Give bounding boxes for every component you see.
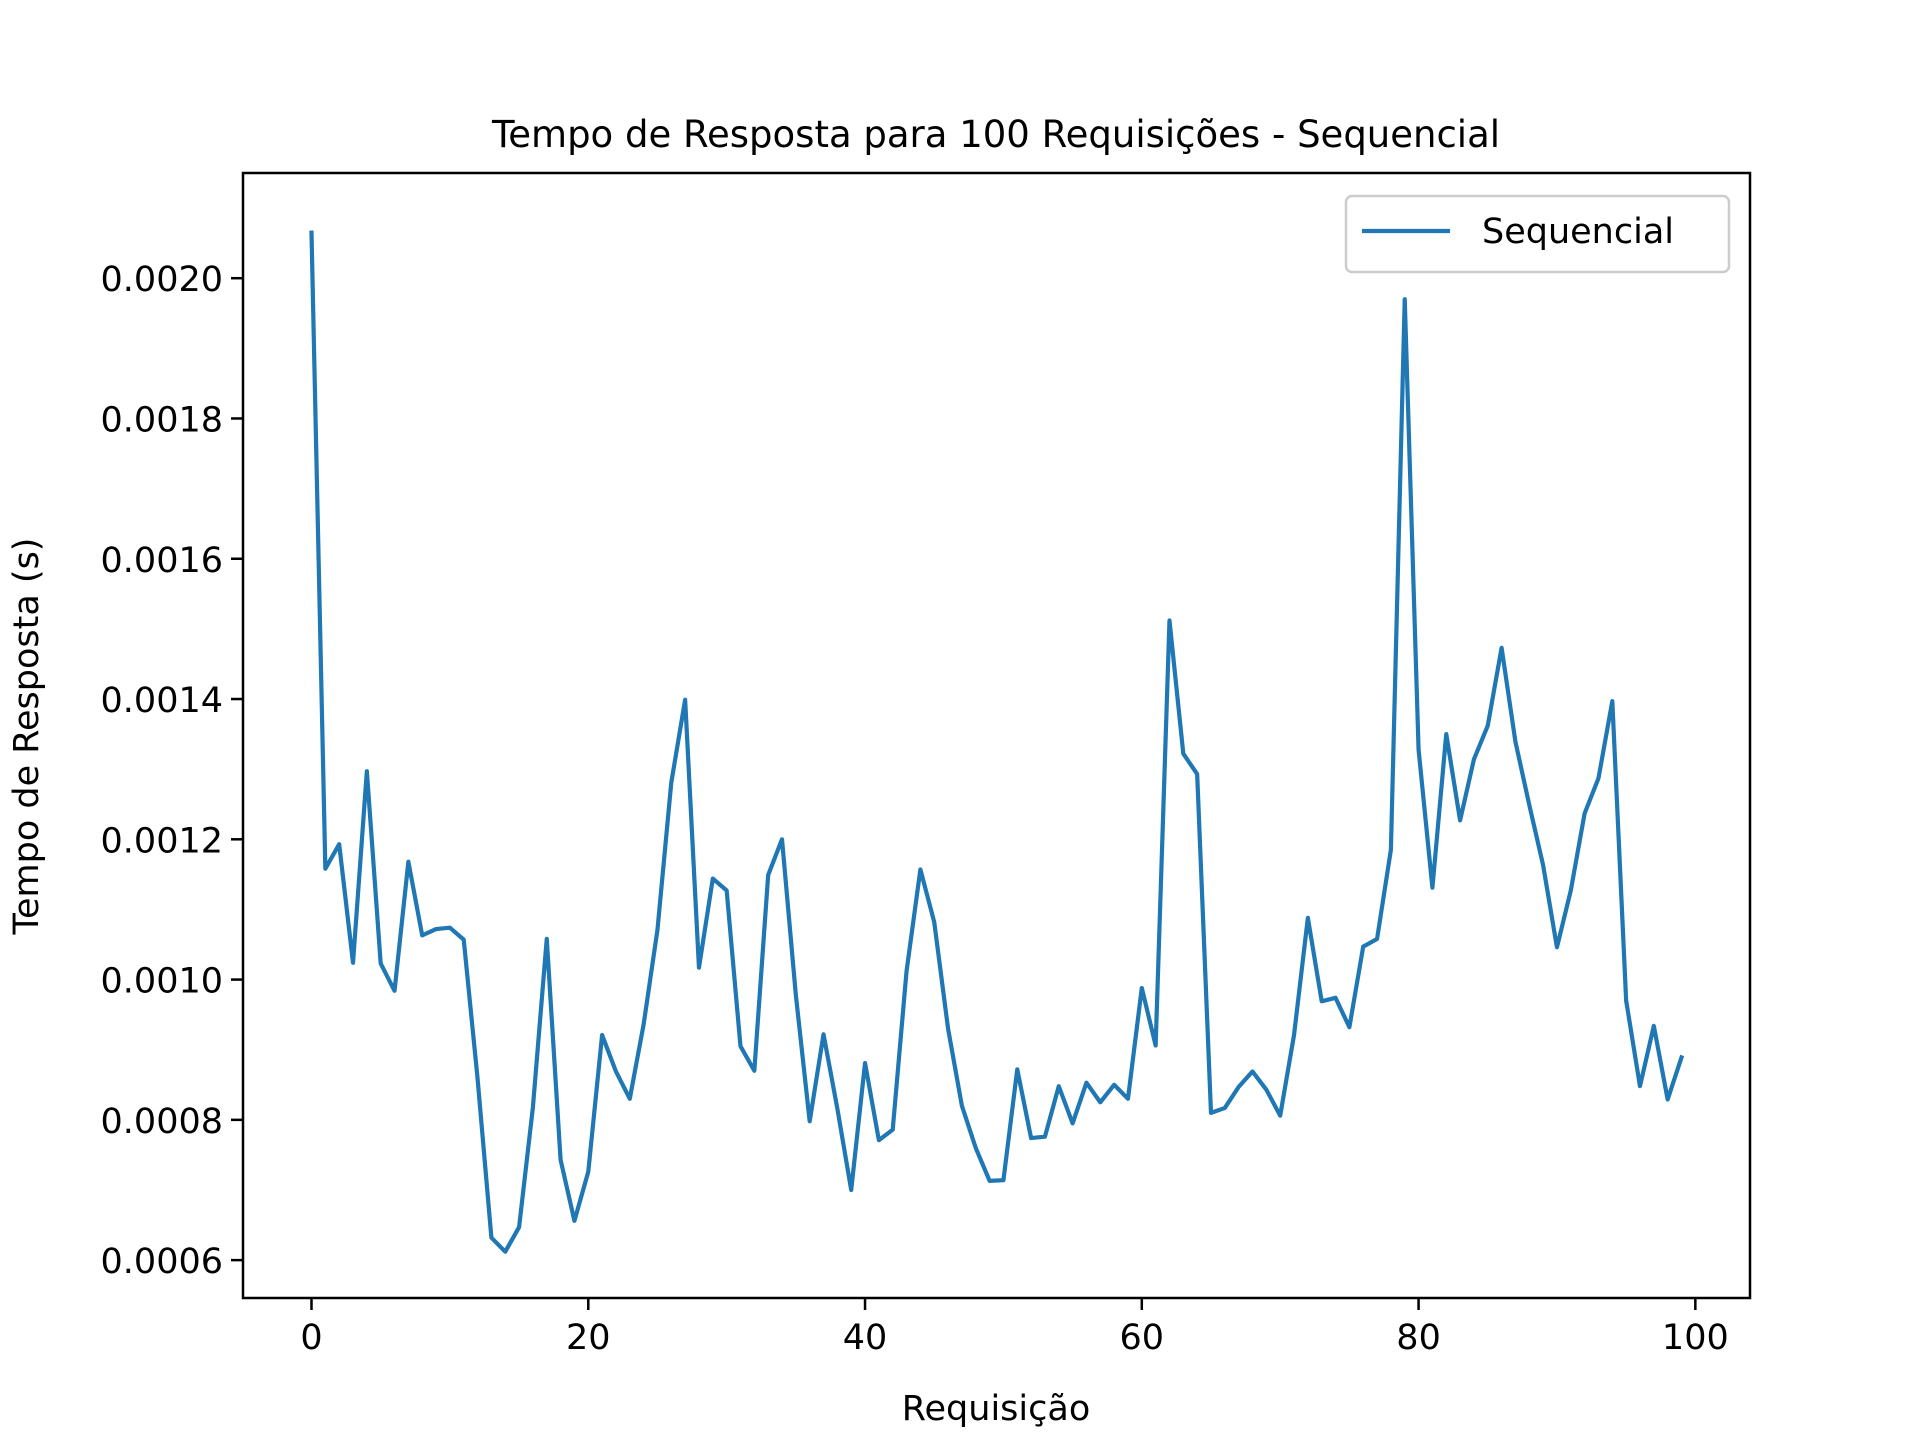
x-tick-label: 100 <box>1662 1318 1729 1358</box>
legend-box <box>1344 194 1731 274</box>
plot-area-frame <box>241 171 1752 1300</box>
y-tick-label: 0.0006 <box>101 1242 223 1282</box>
x-axis: 0 20 40 60 80 100 <box>300 1298 1729 1358</box>
legend: Sequencial <box>1344 194 1731 274</box>
y-axis-label: Tempo de Resposta (s) <box>7 538 47 936</box>
y-tick-label: 0.0016 <box>101 541 223 581</box>
x-tick-label: 20 <box>566 1318 611 1358</box>
x-tick-label: 0 <box>300 1318 322 1358</box>
y-tick-label: 0.0020 <box>101 260 223 300</box>
y-tick-label: 0.0018 <box>101 400 223 440</box>
series-line-sequencial <box>309 230 1685 1254</box>
y-tick-label: 0.0012 <box>101 821 223 861</box>
y-tick-label: 0.0008 <box>101 1102 223 1142</box>
y-tick-label: 0.0014 <box>101 681 223 721</box>
y-tick-label: 0.0010 <box>101 962 223 1002</box>
plot-series <box>309 230 1685 1254</box>
x-tick-label: 80 <box>1396 1318 1441 1358</box>
x-axis-label: Requisição <box>902 1389 1090 1429</box>
legend-label-sequencial: Sequencial <box>1482 212 1674 252</box>
x-tick-label: 40 <box>843 1318 888 1358</box>
x-tick-label: 60 <box>1120 1318 1165 1358</box>
y-axis: 0.0006 0.0008 0.0010 0.0012 0.0014 0.0016 0.00… <box>101 260 243 1282</box>
chart-title: Tempo de Resposta para 100 Requisições -… <box>491 113 1500 156</box>
